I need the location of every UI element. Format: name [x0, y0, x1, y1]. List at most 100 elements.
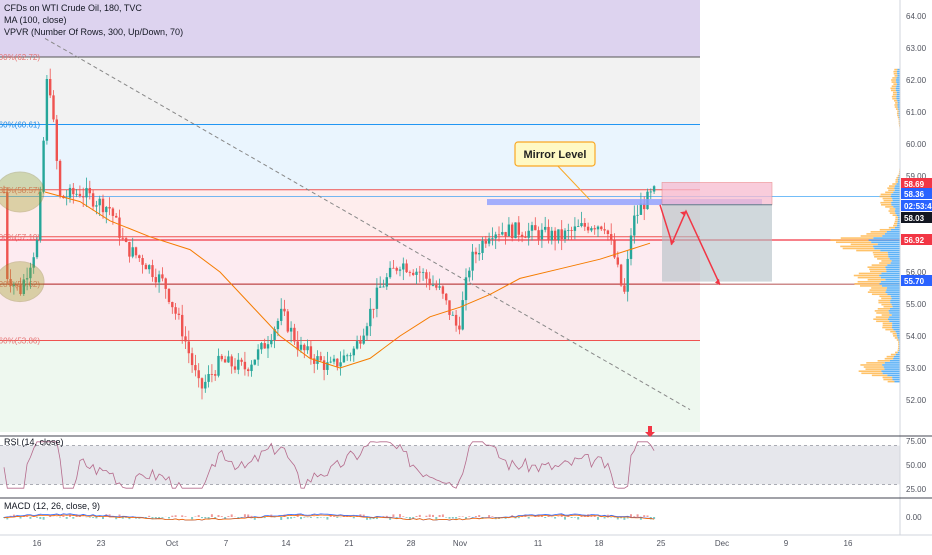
time-axis-tick: 14 [282, 539, 291, 548]
macd-label[interactable]: MACD (12, 26, close, 9) [4, 501, 100, 511]
candle [310, 346, 312, 358]
volume-profile-bar-up [882, 314, 892, 316]
macd-histogram-bar [148, 516, 150, 517]
volume-profile-bar-down [897, 98, 900, 100]
price-axis-tick: 61.00 [906, 108, 927, 117]
macd-histogram-bar [643, 515, 645, 517]
volume-profile-bar-up [889, 210, 895, 212]
volume-profile-bar-down [897, 214, 900, 216]
candle [52, 95, 54, 119]
time-axis-tick: 21 [345, 539, 354, 548]
macd-histogram-bar [392, 514, 394, 517]
candle [36, 240, 38, 257]
macd-histogram-bar [317, 517, 319, 518]
candle [151, 265, 153, 277]
volume-profile-bar-up [879, 296, 890, 298]
volume-profile-bar-down [893, 329, 900, 331]
macd-histogram-bar [62, 516, 64, 517]
candle [346, 355, 348, 356]
volume-profile-bar-down [894, 381, 900, 383]
macd-histogram-bar [544, 517, 546, 518]
candle [607, 230, 609, 234]
volume-profile-bar-up [872, 293, 887, 295]
macd-histogram-bar [92, 517, 94, 518]
candle [132, 247, 134, 256]
volume-profile-bar-down [890, 300, 900, 302]
macd-histogram-bar [320, 517, 322, 518]
volume-profile-bar-up [864, 366, 884, 368]
volume-profile-bar-down [896, 81, 900, 83]
price-axis-tick: 52.00 [906, 396, 927, 405]
volume-profile-bar-down [880, 250, 900, 252]
macd-histogram-bar [244, 514, 246, 517]
volume-profile-bar-up [872, 375, 887, 377]
candle [158, 274, 160, 282]
volume-profile-bar-down [896, 85, 900, 87]
volume-profile-bar-down [873, 246, 900, 248]
macd-histogram-bar [577, 517, 579, 519]
candle [376, 288, 378, 309]
candle [468, 271, 470, 278]
volume-profile-bar-up [895, 106, 898, 108]
volume-profile-bar-up [881, 260, 891, 262]
volume-profile-bar-up [889, 185, 895, 187]
candle [620, 265, 622, 286]
position-target-zone[interactable] [662, 205, 772, 282]
volume-profile-bar-up [897, 339, 899, 341]
candle [435, 285, 437, 288]
candle [481, 241, 483, 253]
macd-histogram-bar [287, 517, 289, 519]
volume-profile-bar-down [874, 248, 900, 250]
time-axis-tick: 9 [784, 539, 789, 548]
candle [49, 79, 51, 95]
volume-profile-bar-down [892, 323, 900, 325]
volume-profile-bar-up [885, 192, 893, 194]
volume-profile-bar-down [885, 362, 900, 364]
candle [141, 258, 143, 265]
volume-profile-bar-down [893, 358, 900, 360]
candle [445, 294, 447, 301]
candle [250, 365, 252, 371]
highlight-circle[interactable] [0, 172, 44, 212]
volume-profile-bar-down [885, 266, 900, 268]
candle [174, 307, 176, 314]
candle [198, 370, 200, 378]
candle [561, 229, 563, 239]
volume-profile-bar-up [881, 204, 891, 206]
macd-histogram-bar [432, 515, 434, 517]
rsi-label[interactable]: RSI (14, close) [4, 437, 64, 447]
volume-profile-bar-up [859, 273, 882, 275]
candle [650, 192, 652, 193]
macd-histogram-bar [554, 517, 556, 519]
candle [412, 273, 414, 275]
volume-profile-bar-down [878, 244, 900, 246]
volume-profile-bar-up [871, 287, 887, 289]
volume-profile-bar-up [895, 179, 897, 181]
position-stop-zone[interactable] [662, 182, 772, 204]
volume-profile-bar-up [880, 202, 891, 204]
candle [580, 223, 582, 226]
macd-histogram-bar [326, 517, 328, 520]
candle [214, 374, 216, 376]
candle [128, 242, 130, 257]
vpvr-indicator-label[interactable]: VPVR (Number Of Rows, 300, Up/Down, 70) [4, 27, 183, 38]
highlight-circle[interactable] [0, 262, 44, 302]
candle [442, 286, 444, 293]
ma-indicator-label[interactable]: MA (100, close) [4, 15, 67, 26]
volume-profile-bar-up [893, 335, 897, 337]
volume-profile-bar-up [883, 198, 893, 200]
volume-profile-bar-up [861, 372, 882, 374]
macd-histogram-bar [402, 516, 404, 517]
macd-histogram-bar [72, 517, 74, 519]
volume-profile-bar-down [887, 264, 900, 266]
volume-profile-bar-down [887, 375, 900, 377]
candle [574, 226, 576, 230]
time-axis-tick: 23 [97, 539, 106, 548]
candle [547, 227, 549, 240]
volume-profile-bar-up [878, 360, 890, 362]
volume-profile-bar-down [891, 194, 900, 196]
volume-profile-bar-down [886, 271, 900, 273]
volume-profile-bar-down [895, 208, 900, 210]
